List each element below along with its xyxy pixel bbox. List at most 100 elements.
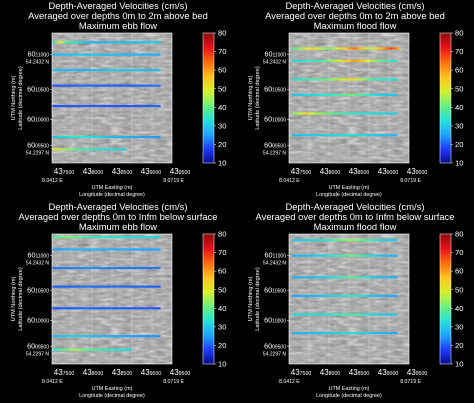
y-tick-label: 6010000 <box>27 114 49 123</box>
chart-title-line: Maximum ebb flow <box>79 221 157 232</box>
y-axis-title: UTM Northing (m) <box>248 276 254 321</box>
y-tick-label: 6011000 <box>264 49 286 58</box>
colorbar-tick-label: 20 <box>455 140 463 149</box>
longitude-corner-label: 8.0412 E <box>279 178 300 184</box>
x-axis-title: UTM Easting (m) <box>92 185 133 191</box>
colorbar: 10 20 30 40 50 60 70 80 <box>439 230 463 369</box>
colorbar-tick-label: 70 <box>218 248 226 257</box>
x-tick-label: 439000 <box>378 167 399 176</box>
plot-frame <box>288 233 410 365</box>
chart-title-line: Depth-Averaged Velocities (cm/s) <box>49 201 188 212</box>
colorbar-tick-label: 70 <box>455 47 463 56</box>
longitude-corner-label: 8.0412 E <box>42 379 63 385</box>
chart-panel-1: Depth-Averaged Velocities (cm/s)Averaged… <box>11 0 226 198</box>
y-tick-label: 6010000 <box>264 315 286 324</box>
latitude-corner-label: 54.2432 N <box>263 59 286 65</box>
colorbar: 10 20 30 40 50 60 70 80 <box>202 29 226 168</box>
colorbar-tick-label: 40 <box>455 304 463 313</box>
latitude-corner-label: 54.2297 N <box>263 150 286 156</box>
x-tick-label: 438500 <box>112 368 133 377</box>
x-axis-title: UTM Easting (m) <box>329 386 370 392</box>
x-tick-label: 438000 <box>320 368 341 377</box>
colorbar-tick-label: 80 <box>455 230 463 239</box>
colorbar-tick-label: 10 <box>455 159 463 168</box>
plot-frame <box>51 32 173 164</box>
colorbar-tick-label: 50 <box>455 84 463 93</box>
colorbar-tick-label: 30 <box>455 322 463 331</box>
longitude-corner-label: 8.0719 E <box>400 379 421 385</box>
y-axis-title: Latitude (decimal degree) <box>18 267 24 331</box>
colorbar-tick-label: 10 <box>218 159 226 168</box>
latitude-corner-label: 54.2432 N <box>263 260 286 266</box>
plot-frame <box>288 32 410 164</box>
y-tick-label: 6009500 <box>27 140 49 149</box>
chart-title-line: Depth-Averaged Velocities (cm/s) <box>49 0 188 11</box>
x-axis-title: Longitude (decimal degree) <box>79 192 145 198</box>
colorbar-tick-label: 60 <box>455 267 463 276</box>
chart-title-line: Averaged over depths 0m to 2m above bed <box>265 10 445 21</box>
x-axis-title: Longitude (decimal degree) <box>316 192 382 198</box>
colorbar-tick-label: 30 <box>218 322 226 331</box>
colorbar-gradient <box>439 233 452 365</box>
longitude-corner-label: 8.0412 E <box>279 379 300 385</box>
x-tick-label: 437500 <box>291 368 312 377</box>
colorbar-gradient <box>439 32 452 164</box>
longitude-corner-label: 8.0719 E <box>163 178 184 184</box>
x-tick-label: 439000 <box>378 368 399 377</box>
longitude-corner-label: 8.0719 E <box>163 379 184 385</box>
colorbar-tick-label: 60 <box>455 66 463 75</box>
x-tick-label: 439000 <box>141 167 162 176</box>
x-tick-label: 437500 <box>54 368 75 377</box>
colorbar-tick-label: 50 <box>218 84 226 93</box>
x-tick-label: 438000 <box>83 368 104 377</box>
colorbar-tick-label: 20 <box>455 341 463 350</box>
chart-panel-4: Depth-Averaged Velocities (cm/s)Averaged… <box>248 201 463 399</box>
chart-panel-2: Depth-Averaged Velocities (cm/s)Averaged… <box>248 0 463 198</box>
colorbar-tick-label: 70 <box>455 248 463 257</box>
colorbar-tick-label: 10 <box>218 360 226 369</box>
x-axis-title: UTM Easting (m) <box>329 185 370 191</box>
x-tick-label: 437500 <box>291 167 312 176</box>
colorbar-tick-label: 20 <box>218 341 226 350</box>
colorbar-tick-label: 80 <box>455 29 463 38</box>
y-tick-label: 6009500 <box>264 341 286 350</box>
colorbar-tick-label: 30 <box>455 121 463 130</box>
x-tick-label: 439500 <box>170 167 191 176</box>
y-tick-label: 6010500 <box>27 85 49 94</box>
longitude-corner-label: 8.0412 E <box>42 178 63 184</box>
colorbar-tick-label: 50 <box>455 285 463 294</box>
latitude-corner-label: 54.2432 N <box>26 59 49 65</box>
colorbar-tick-label: 60 <box>218 267 226 276</box>
x-tick-label: 439500 <box>170 368 191 377</box>
chart-title-line: Maximum ebb flow <box>79 20 157 31</box>
y-tick-label: 6010500 <box>264 286 286 295</box>
x-tick-label: 437500 <box>54 167 75 176</box>
y-tick-label: 6011000 <box>27 49 49 58</box>
colorbar-gradient <box>202 233 215 365</box>
y-axis-title: Latitude (decimal degree) <box>255 66 261 130</box>
x-axis-title: UTM Easting (m) <box>92 386 133 392</box>
y-axis-title: Latitude (decimal degree) <box>18 66 24 130</box>
chart-title-line: Maximum flood flow <box>314 221 397 232</box>
colorbar-tick-label: 10 <box>455 360 463 369</box>
chart-title-line: Maximum flood flow <box>314 20 397 31</box>
y-tick-label: 6011000 <box>27 250 49 259</box>
y-tick-label: 6009500 <box>27 341 49 350</box>
x-axis-title: Longitude (decimal degree) <box>79 393 145 399</box>
colorbar-tick-label: 80 <box>218 29 226 38</box>
x-tick-label: 438500 <box>112 167 133 176</box>
x-tick-label: 439500 <box>407 368 428 377</box>
y-tick-label: 6010500 <box>27 286 49 295</box>
y-axis-title: UTM Northing (m) <box>248 75 254 120</box>
chart-title-line: Depth-Averaged Velocities (cm/s) <box>286 201 425 212</box>
colorbar-tick-label: 60 <box>218 66 226 75</box>
y-tick-label: 6010500 <box>264 85 286 94</box>
colorbar: 10 20 30 40 50 60 70 80 <box>202 230 226 369</box>
x-tick-label: 439000 <box>141 368 162 377</box>
colorbar-tick-label: 70 <box>218 47 226 56</box>
plot-frame <box>51 233 173 365</box>
y-axis-title: UTM Northing (m) <box>11 276 17 321</box>
colorbar-tick-label: 40 <box>455 103 463 112</box>
